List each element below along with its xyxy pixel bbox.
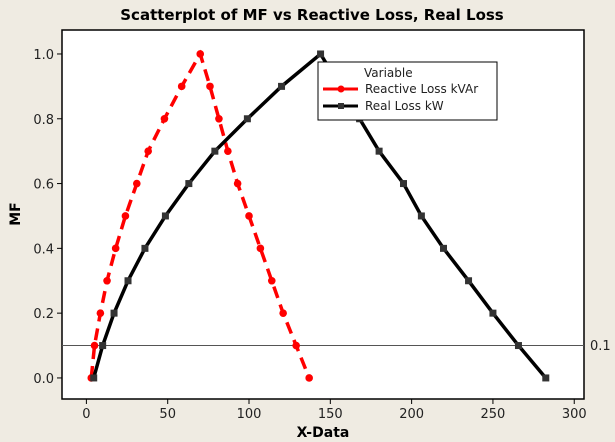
data-point xyxy=(279,309,287,317)
data-point xyxy=(224,147,232,155)
data-point xyxy=(121,212,130,220)
data-point xyxy=(215,114,223,123)
data-point xyxy=(439,244,447,252)
data-point xyxy=(542,374,550,382)
data-point xyxy=(375,147,383,155)
data-point xyxy=(90,374,98,382)
data-point xyxy=(185,180,193,188)
data-point xyxy=(196,50,205,58)
x-tick-label: 50 xyxy=(159,407,176,422)
y-tick-label: 0.8 xyxy=(33,113,54,128)
data-point xyxy=(160,114,169,123)
x-tick-label: 100 xyxy=(237,407,262,422)
data-point xyxy=(233,179,242,188)
legend-entry-real-loss: Real Loss kW xyxy=(365,99,444,113)
data-point xyxy=(514,342,522,350)
x-tick-label: 150 xyxy=(318,407,343,422)
y-tick-label: 0.2 xyxy=(33,307,54,322)
data-point xyxy=(133,179,141,188)
x-tick-label: 0 xyxy=(82,407,90,422)
data-point xyxy=(90,341,99,350)
data-point xyxy=(417,212,425,220)
y-axis-label: MF xyxy=(8,202,24,226)
data-point xyxy=(399,180,407,188)
x-tick-label: 250 xyxy=(481,407,506,422)
reference-line-label: 0.1 xyxy=(590,339,611,354)
y-tick-label: 1.0 xyxy=(33,48,54,63)
x-tick-label: 200 xyxy=(399,407,424,422)
legend-title: Variable xyxy=(364,66,413,80)
data-point xyxy=(110,309,118,317)
data-point xyxy=(144,147,152,155)
data-point xyxy=(243,115,251,123)
x-tick-label: 300 xyxy=(562,407,587,422)
data-point xyxy=(141,244,149,252)
data-point xyxy=(206,82,214,91)
data-point xyxy=(211,147,219,155)
y-tick-label: 0.4 xyxy=(33,242,54,257)
x-axis-label: X-Data xyxy=(297,425,350,441)
data-point xyxy=(256,244,265,253)
data-point xyxy=(111,244,120,253)
data-point xyxy=(103,276,111,285)
data-point xyxy=(489,309,497,317)
data-point xyxy=(177,82,186,91)
data-point xyxy=(465,277,473,285)
chart-title: Scatterplot of MF vs Reactive Loss, Real… xyxy=(120,6,504,24)
y-tick-label: 0.6 xyxy=(33,178,54,193)
data-point xyxy=(96,309,105,317)
data-point xyxy=(278,82,286,90)
data-point xyxy=(305,374,313,382)
data-point xyxy=(292,341,300,350)
data-point xyxy=(245,212,253,220)
data-point xyxy=(161,212,169,220)
legend: Variable Reactive Loss kVAr Real Loss kW xyxy=(317,61,498,121)
data-point xyxy=(124,277,132,285)
data-point xyxy=(267,276,276,285)
y-tick-label: 0.0 xyxy=(33,372,54,387)
legend-entry-reactive-loss: Reactive Loss kVAr xyxy=(365,82,478,96)
data-point xyxy=(317,50,325,58)
data-point xyxy=(99,342,107,350)
